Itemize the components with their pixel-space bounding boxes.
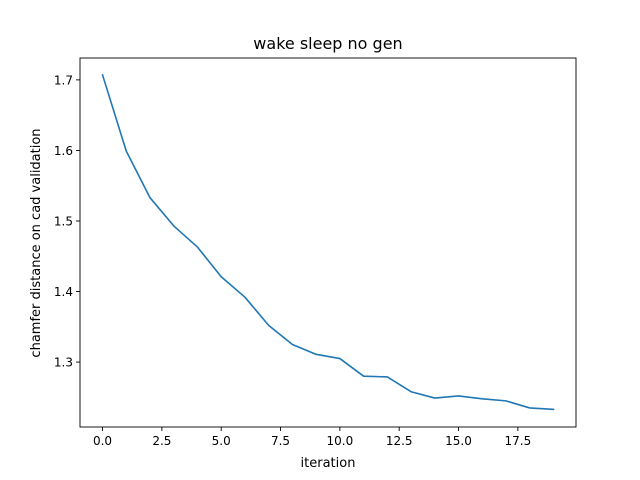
x-tick-label-2: 5.0 [212, 434, 231, 448]
y-axis-label: chamfer distance on cad validation [29, 128, 44, 357]
y-tick-label-0: 1.3 [54, 356, 73, 370]
x-tick-label-5: 12.5 [386, 434, 413, 448]
chart-title: wake sleep no gen [253, 34, 402, 53]
x-tick-label-3: 7.5 [271, 434, 290, 448]
y-tick-label-1: 1.4 [54, 285, 73, 299]
x-tick-label-6: 15.0 [445, 434, 472, 448]
x-tick-label-4: 10.0 [327, 434, 354, 448]
y-tick-label-2: 1.5 [54, 214, 73, 228]
x-tick-label-1: 2.5 [152, 434, 171, 448]
plot-frame [79, 57, 577, 428]
y-tick-label-3: 1.6 [54, 144, 73, 158]
y-tick-label-4: 1.7 [54, 73, 73, 87]
series-line-0 [101, 73, 555, 411]
x-tick-label-7: 17.5 [504, 434, 531, 448]
x-tick-label-0: 0.0 [93, 434, 112, 448]
x-axis-label: iteration [301, 456, 356, 471]
